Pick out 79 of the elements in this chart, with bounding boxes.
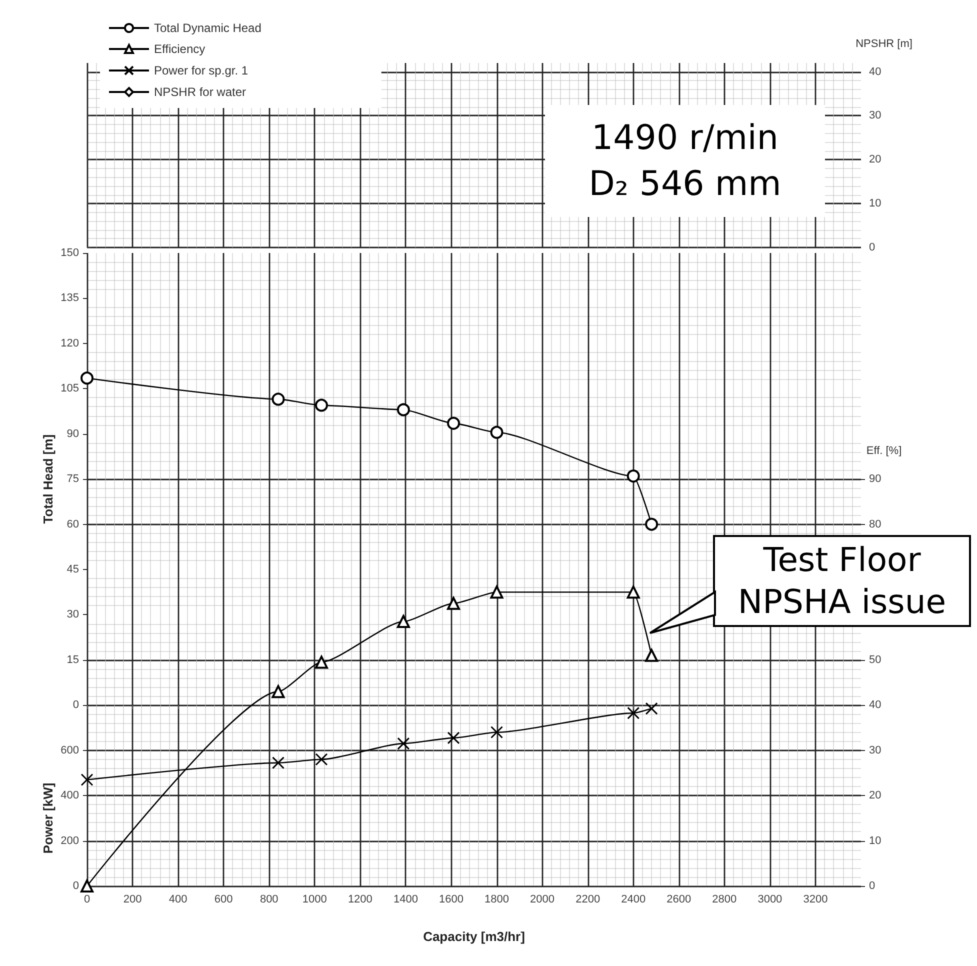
x-tick-label: 400 bbox=[168, 894, 188, 906]
y2-tick-label: 40 bbox=[869, 66, 882, 78]
x-tick-label: 2400 bbox=[621, 894, 646, 906]
point bbox=[80, 773, 94, 786]
y3-tick-label: 400 bbox=[60, 790, 79, 802]
legend-label: NPSHR for water bbox=[154, 85, 246, 99]
y-tick-label: 75 bbox=[66, 473, 79, 486]
x-tick-label: 1200 bbox=[348, 894, 372, 906]
x-tick-label: 600 bbox=[214, 894, 233, 906]
point bbox=[626, 470, 640, 483]
y-tick-label: 60 bbox=[66, 518, 79, 530]
y2-tick-label: 20 bbox=[869, 790, 882, 802]
point bbox=[314, 656, 328, 669]
annotation: Test Floor NPSHA issue bbox=[713, 535, 971, 627]
point bbox=[490, 726, 504, 739]
y-tick-label: 30 bbox=[66, 608, 79, 621]
y-tick-label: 0 bbox=[72, 699, 79, 712]
y2-axis-title: Eff. [%] bbox=[866, 445, 902, 458]
legend-label: Efficiency bbox=[154, 42, 206, 56]
point bbox=[396, 614, 410, 628]
y3-axis-title: Power [kW] bbox=[40, 782, 56, 854]
x-axis-title: Capacity [m3/hr] bbox=[423, 929, 525, 944]
point bbox=[627, 706, 640, 720]
y-tick-label: 105 bbox=[60, 382, 79, 395]
x-tick-label: 1400 bbox=[393, 894, 418, 906]
point bbox=[490, 426, 504, 439]
x-tick-label: 1800 bbox=[484, 894, 510, 906]
point bbox=[447, 596, 460, 610]
x-tick-label: 2800 bbox=[712, 894, 737, 906]
point bbox=[315, 753, 328, 766]
point bbox=[272, 392, 285, 406]
x-tick-label: 200 bbox=[123, 894, 142, 906]
y-tick-label: 135 bbox=[60, 292, 79, 304]
x-tick-label: 2000 bbox=[530, 894, 555, 906]
annotation: D₂ 546 mm bbox=[588, 163, 782, 206]
x-tick-label: 3000 bbox=[758, 894, 782, 906]
y-tick-label: 90 bbox=[66, 428, 79, 440]
y2-tick-label: 80 bbox=[869, 518, 882, 530]
legend-label: Total Dynamic Head bbox=[154, 21, 262, 35]
y-tick-label: 45 bbox=[66, 564, 79, 576]
point bbox=[626, 586, 640, 599]
annotation: 1490 r/min bbox=[590, 117, 780, 160]
x-tick-label: 800 bbox=[260, 894, 278, 906]
point bbox=[645, 518, 658, 531]
point bbox=[645, 702, 658, 715]
point bbox=[490, 586, 504, 599]
point bbox=[272, 756, 284, 770]
y3-tick-label: 200 bbox=[60, 834, 79, 847]
x-tick-label: 2200 bbox=[576, 894, 600, 906]
y2-tick-label: 30 bbox=[869, 110, 882, 122]
point bbox=[314, 398, 328, 412]
y2-tick-label: 90 bbox=[869, 473, 882, 486]
point bbox=[396, 403, 410, 416]
point bbox=[447, 732, 460, 744]
x-tick-label: 1600 bbox=[438, 894, 464, 906]
y2-tick-label: 30 bbox=[869, 744, 882, 756]
y2-tick-label: 0 bbox=[869, 880, 876, 892]
x-tick-label: 1000 bbox=[302, 894, 327, 906]
y2-tick-label: 40 bbox=[869, 699, 882, 712]
x-tick-label: 2600 bbox=[666, 894, 692, 906]
y2-tick-label: 10 bbox=[869, 834, 882, 847]
y2-tick-label: 50 bbox=[869, 654, 882, 666]
y2-tick-label: 10 bbox=[869, 198, 882, 210]
y-tick-label: 150 bbox=[60, 247, 79, 259]
y-tick-label: 120 bbox=[60, 337, 79, 350]
point bbox=[272, 685, 285, 698]
point bbox=[80, 372, 94, 385]
y2-tick-label: 20 bbox=[869, 154, 882, 166]
y2-axis-title: NPSHR [m] bbox=[856, 38, 912, 50]
point bbox=[397, 737, 410, 750]
y-tick-label: 15 bbox=[66, 654, 79, 666]
y2-tick-label: 0 bbox=[869, 242, 876, 254]
legend-label: Power for sp.gr. 1 bbox=[154, 64, 248, 78]
y3-tick-label: 600 bbox=[60, 744, 79, 756]
point bbox=[645, 648, 658, 662]
point bbox=[447, 416, 460, 430]
x-tick-label: 0 bbox=[84, 894, 90, 906]
x-tick-label: 3200 bbox=[803, 894, 828, 906]
y-axis-title: Total Head [m] bbox=[40, 434, 56, 524]
